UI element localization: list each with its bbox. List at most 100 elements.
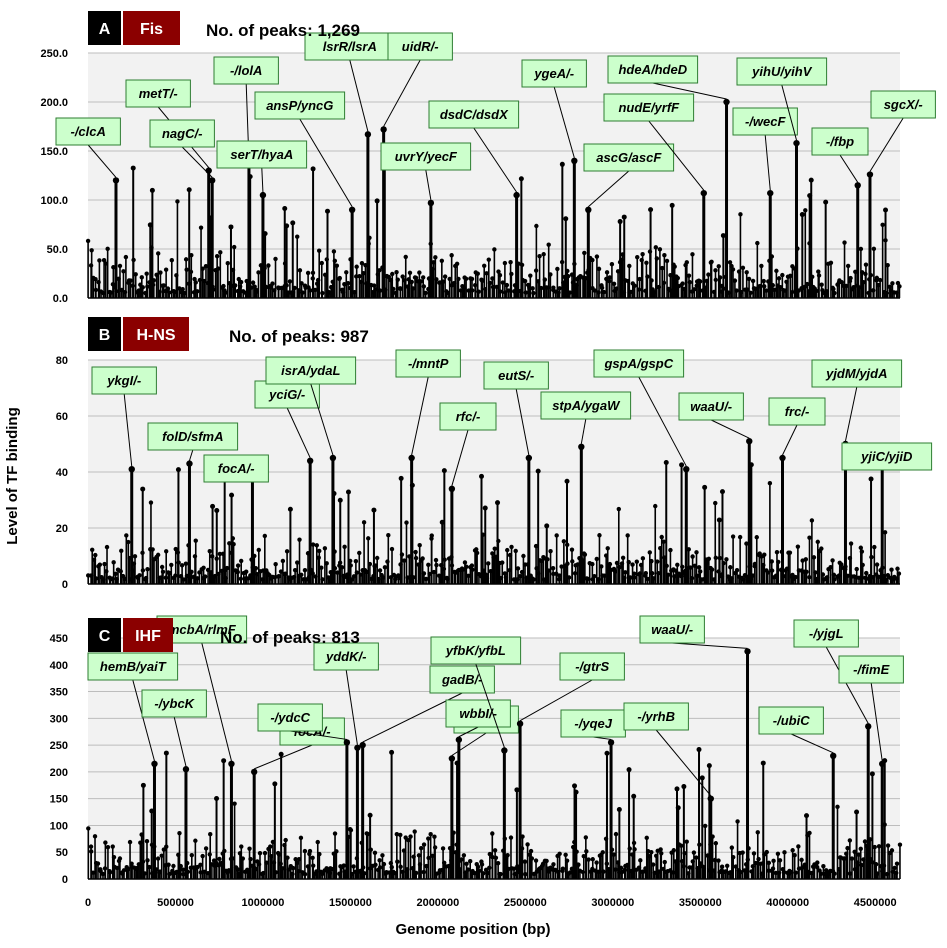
background-peak-marker (406, 837, 411, 843)
background-peak-marker (868, 476, 874, 482)
background-peak-marker (487, 280, 493, 286)
y-tick-label: 0 (62, 874, 68, 886)
background-peak-marker (377, 288, 383, 293)
peak-label: -/gtrS (575, 659, 609, 674)
background-peak-marker (292, 567, 298, 573)
y-tick-label: 60 (56, 411, 68, 423)
peak-marker (513, 191, 520, 199)
peak--ydcc: -/ydcC (257, 703, 351, 879)
background-peak-marker (831, 286, 836, 292)
background-peak-marker (659, 851, 664, 856)
background-peak-marker (432, 845, 438, 850)
peak-connector (655, 729, 712, 796)
background-peak-marker (372, 850, 378, 856)
background-peak-marker (374, 198, 380, 204)
background-peak-marker (819, 546, 824, 551)
background-peak-marker (788, 273, 793, 279)
background-peak-marker (466, 573, 471, 579)
background-peak-marker (684, 839, 689, 844)
tf-name: IHF (135, 628, 161, 645)
background-peak-marker (238, 279, 244, 285)
peak-label: yciG/- (268, 387, 305, 402)
panel-a: 0.0 50.0 100.0 150.0 200.0 250.0 -/clcA metT/- n… (40, 11, 936, 305)
peak-label: yihU/yihV (751, 64, 813, 79)
background-peak-marker (583, 835, 589, 840)
background-peak-marker (799, 212, 805, 218)
background-peak-marker (691, 850, 697, 855)
background-peak-marker (377, 865, 383, 870)
background-peak-marker (600, 850, 605, 855)
peak-waau-: waaU/- (678, 392, 753, 584)
y-tick-label: 250.0 (40, 48, 68, 60)
background-peak-marker (713, 555, 719, 561)
background-peak-marker (308, 288, 313, 293)
background-peak-marker (518, 176, 524, 182)
background-peak-marker (557, 573, 562, 578)
background-peak-marker (284, 223, 290, 229)
background-peak-marker (620, 555, 626, 560)
background-peak-marker (495, 500, 501, 506)
background-peak-marker (177, 286, 182, 291)
background-peak-marker (892, 865, 897, 871)
background-peak-marker (165, 286, 171, 291)
background-peak-marker (502, 260, 508, 266)
background-peak-marker (502, 571, 508, 576)
peak-label-box (521, 59, 587, 88)
background-peak-marker (699, 775, 705, 781)
background-peak-marker (644, 260, 649, 265)
peak-label-box (870, 90, 936, 119)
peak-nagc-: nagC/- (149, 119, 216, 298)
background-peak-marker (632, 283, 637, 288)
background-peak-marker (638, 858, 643, 863)
peak-marker (865, 723, 872, 730)
y-tick-label: 0 (62, 579, 68, 591)
background-peak-marker (650, 862, 656, 867)
background-peak-marker (85, 238, 91, 244)
background-peak-marker (871, 246, 877, 252)
peak-label-box (428, 100, 520, 129)
background-peak-marker (885, 843, 891, 848)
background-peak-marker (769, 568, 775, 573)
background-peak-marker (528, 848, 534, 854)
background-peak-marker (412, 829, 417, 834)
peak-marker (744, 648, 751, 655)
background-peak-marker (290, 220, 296, 226)
peak-yfbk-yfbl: yfbK/yfbL (430, 636, 522, 879)
background-peak-marker (193, 280, 198, 285)
peak-marker (364, 131, 372, 138)
background-peak-marker (842, 240, 847, 245)
peak-marker (501, 747, 508, 754)
background-peak-marker (398, 864, 403, 870)
x-tick-label: 3000000 (591, 897, 634, 909)
peak-label-box (125, 79, 191, 108)
background-peak-marker (195, 576, 200, 581)
background-peak-marker (133, 272, 138, 277)
background-peak-marker (293, 857, 298, 862)
peak-label-box (380, 142, 472, 171)
peak-label-box (560, 709, 626, 738)
background-peak-marker (594, 860, 599, 865)
peak-connector (648, 120, 705, 191)
panel-letter: A (99, 21, 111, 38)
background-peak-marker (863, 262, 869, 267)
background-peak-marker (144, 838, 150, 844)
background-peak-marker (694, 550, 699, 555)
background-peak-marker (92, 834, 98, 839)
peak--yqej: -/yqeJ (560, 709, 626, 879)
background-peak-marker (762, 552, 767, 557)
background-peak-marker (482, 505, 488, 511)
x-tick-label: 4500000 (854, 897, 897, 909)
peak-connector (87, 144, 117, 178)
background-peak-marker (644, 835, 649, 841)
background-peak-marker (382, 565, 388, 570)
background-peak-marker (431, 569, 437, 575)
peak-connector (652, 82, 727, 100)
background-peak-marker (862, 839, 868, 844)
background-peak-marker (729, 263, 734, 269)
y-tick-label: 200.0 (40, 97, 68, 109)
background-peak-marker (441, 860, 447, 865)
background-peak-marker (239, 844, 244, 849)
peak-marker (723, 98, 730, 106)
background-peak-marker (854, 809, 860, 815)
background-peak-marker (537, 253, 542, 259)
